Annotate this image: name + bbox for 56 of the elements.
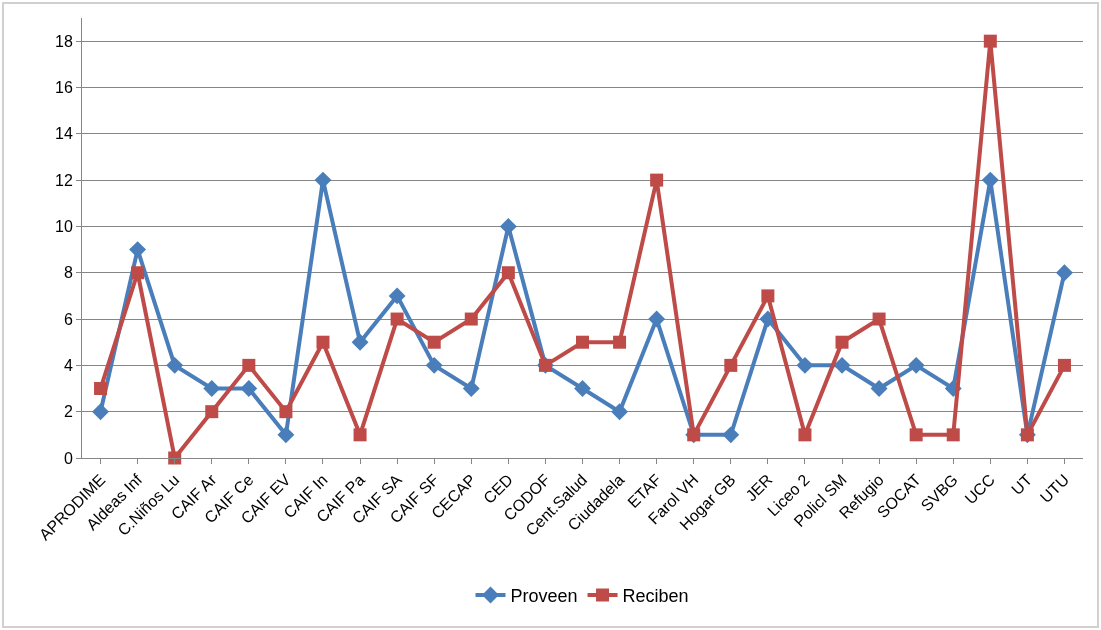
point (872, 312, 886, 326)
point (205, 405, 219, 419)
point (168, 451, 182, 465)
point (351, 333, 369, 351)
x-tick-label: UT (1008, 470, 1036, 499)
point (501, 266, 515, 280)
point (722, 426, 740, 444)
point (833, 356, 851, 374)
y-tick-label: 2 (63, 403, 73, 421)
point (909, 428, 923, 442)
y-tick-label: 6 (63, 310, 73, 328)
y-tick-label: 18 (55, 32, 73, 50)
point (798, 428, 812, 442)
point (94, 382, 108, 396)
point (946, 428, 960, 442)
point (761, 289, 775, 303)
y-tick-label: 14 (55, 125, 73, 143)
point (277, 426, 295, 444)
point (388, 287, 406, 305)
point (166, 356, 184, 374)
point (316, 335, 330, 349)
point (427, 335, 441, 349)
point (870, 380, 888, 397)
legend-label: Proveen (510, 586, 578, 607)
point (240, 380, 258, 397)
point (650, 173, 664, 187)
point (576, 335, 589, 349)
point (613, 335, 627, 349)
point (242, 358, 256, 372)
legend-label: Reciben (622, 586, 689, 607)
point (462, 380, 480, 397)
point (464, 312, 478, 326)
point (425, 356, 443, 374)
point (390, 312, 404, 326)
point (131, 266, 145, 280)
y-tick-label: 12 (55, 171, 73, 189)
point (611, 403, 629, 421)
y-tick-label: 0 (63, 449, 73, 467)
point (1056, 264, 1073, 282)
point (574, 380, 591, 397)
y-tick-label: 4 (63, 356, 73, 374)
point (983, 34, 997, 48)
point (907, 356, 925, 374)
y-tick-label: 16 (55, 79, 73, 97)
point (353, 428, 367, 442)
y-tick-label: 8 (63, 264, 73, 282)
point (129, 241, 147, 259)
point (279, 405, 293, 419)
point (835, 335, 849, 349)
point (92, 403, 109, 421)
point (796, 356, 814, 374)
y-tick-label: 10 (55, 218, 73, 236)
point (203, 380, 221, 397)
point (724, 358, 738, 372)
point (1057, 358, 1071, 372)
point (648, 310, 666, 328)
